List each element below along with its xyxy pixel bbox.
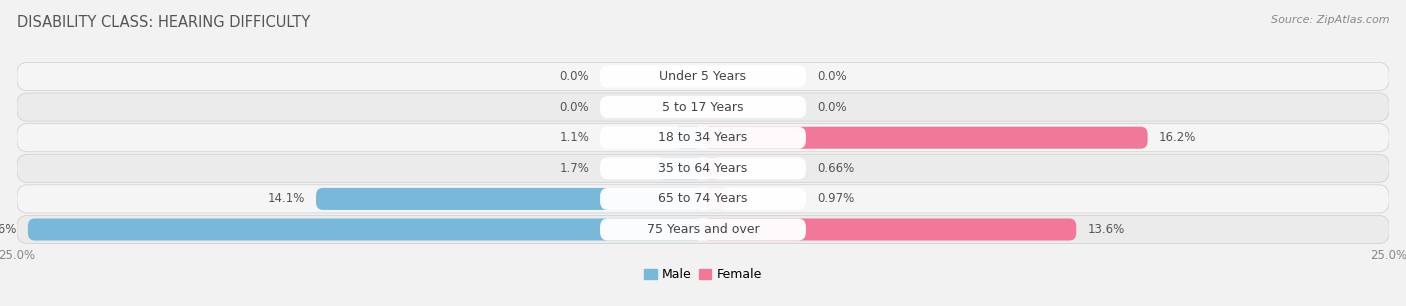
FancyBboxPatch shape bbox=[600, 157, 806, 179]
FancyBboxPatch shape bbox=[600, 127, 806, 149]
FancyBboxPatch shape bbox=[600, 96, 806, 118]
Text: DISABILITY CLASS: HEARING DIFFICULTY: DISABILITY CLASS: HEARING DIFFICULTY bbox=[17, 15, 311, 30]
FancyBboxPatch shape bbox=[703, 127, 1147, 149]
FancyBboxPatch shape bbox=[600, 65, 806, 88]
FancyBboxPatch shape bbox=[673, 127, 703, 149]
Text: Source: ZipAtlas.com: Source: ZipAtlas.com bbox=[1271, 15, 1389, 25]
Text: 5 to 17 Years: 5 to 17 Years bbox=[662, 101, 744, 114]
Text: 16.2%: 16.2% bbox=[1159, 131, 1197, 144]
FancyBboxPatch shape bbox=[703, 157, 721, 179]
Text: 35 to 64 Years: 35 to 64 Years bbox=[658, 162, 748, 175]
Legend: Male, Female: Male, Female bbox=[640, 263, 766, 286]
FancyBboxPatch shape bbox=[600, 218, 806, 241]
Text: 75 Years and over: 75 Years and over bbox=[647, 223, 759, 236]
FancyBboxPatch shape bbox=[17, 154, 1389, 182]
FancyBboxPatch shape bbox=[316, 188, 703, 210]
Text: 65 to 74 Years: 65 to 74 Years bbox=[658, 192, 748, 205]
FancyBboxPatch shape bbox=[17, 215, 1389, 244]
Text: 0.97%: 0.97% bbox=[817, 192, 855, 205]
FancyBboxPatch shape bbox=[17, 124, 1389, 152]
Text: 1.7%: 1.7% bbox=[560, 162, 589, 175]
FancyBboxPatch shape bbox=[703, 188, 730, 210]
FancyBboxPatch shape bbox=[657, 157, 703, 179]
FancyBboxPatch shape bbox=[17, 62, 1389, 91]
Text: 0.0%: 0.0% bbox=[560, 70, 589, 83]
Text: 18 to 34 Years: 18 to 34 Years bbox=[658, 131, 748, 144]
FancyBboxPatch shape bbox=[17, 185, 1389, 213]
Text: 0.0%: 0.0% bbox=[560, 101, 589, 114]
Text: 0.0%: 0.0% bbox=[817, 70, 846, 83]
FancyBboxPatch shape bbox=[703, 218, 1076, 241]
Text: 0.66%: 0.66% bbox=[817, 162, 855, 175]
Text: 1.1%: 1.1% bbox=[560, 131, 589, 144]
Text: 0.0%: 0.0% bbox=[817, 101, 846, 114]
FancyBboxPatch shape bbox=[600, 188, 806, 210]
Text: Under 5 Years: Under 5 Years bbox=[659, 70, 747, 83]
FancyBboxPatch shape bbox=[17, 93, 1389, 121]
Text: 24.6%: 24.6% bbox=[0, 223, 17, 236]
Text: 13.6%: 13.6% bbox=[1087, 223, 1125, 236]
Text: 14.1%: 14.1% bbox=[267, 192, 305, 205]
FancyBboxPatch shape bbox=[28, 218, 703, 241]
